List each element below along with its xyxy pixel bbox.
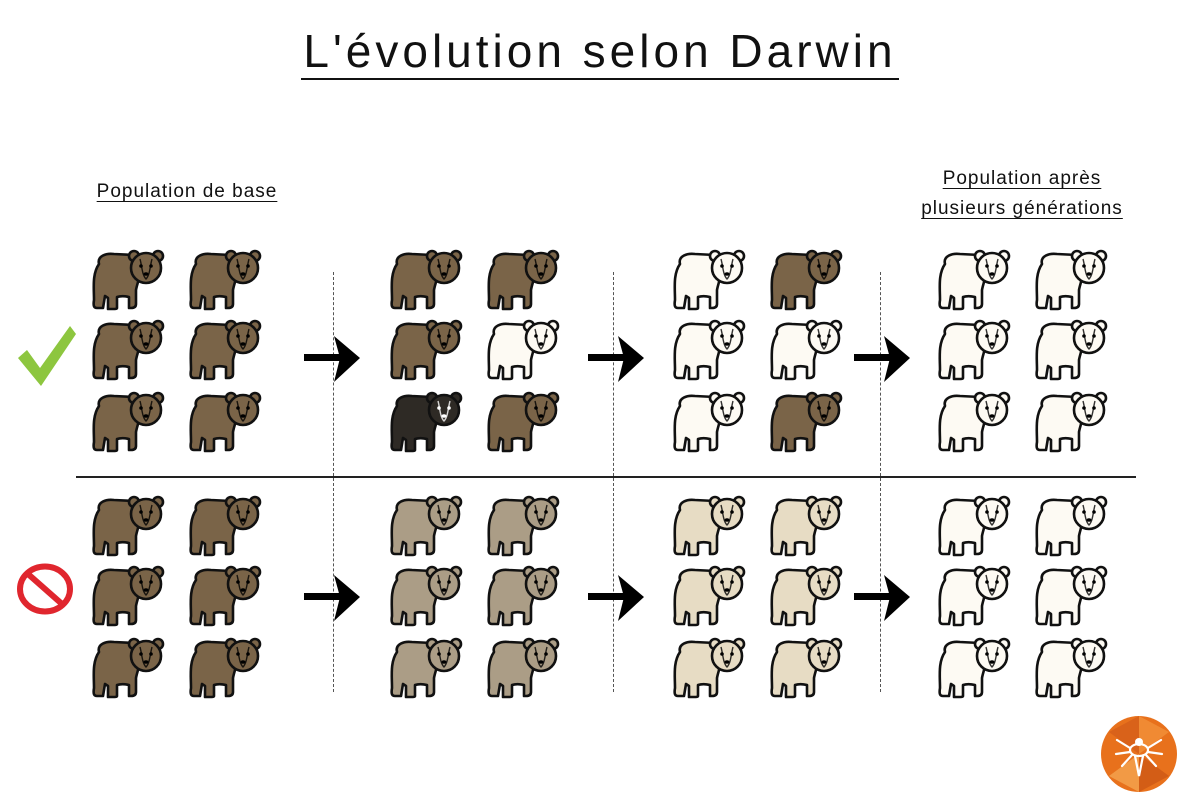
final-population-line-2: plusieurs générations (921, 198, 1123, 219)
bear-icon (90, 494, 170, 560)
bear-icon (936, 318, 1016, 384)
bear-icon (768, 390, 848, 456)
bear-icon (485, 494, 565, 560)
bear-icon (90, 564, 170, 630)
bear-icon (671, 318, 751, 384)
bear-icon (90, 390, 170, 456)
row-divider (76, 476, 1136, 478)
final-population-label: Population après plusieurs générations (880, 164, 1164, 224)
bear-icon (187, 248, 267, 314)
bear-icon (388, 318, 468, 384)
column-divider (333, 272, 334, 692)
arrow-right-icon (852, 334, 910, 384)
check-icon (18, 326, 76, 386)
bear-icon (768, 318, 848, 384)
bear-icon (671, 636, 751, 702)
bear-icon (485, 564, 565, 630)
bear-icon (768, 636, 848, 702)
bear-icon (936, 636, 1016, 702)
arrow-right-icon (586, 334, 644, 384)
bear-icon (671, 564, 751, 630)
bear-icon (671, 390, 751, 456)
bear-icon (768, 494, 848, 560)
bear-icon (187, 390, 267, 456)
bear-icon (187, 564, 267, 630)
bear-icon (388, 248, 468, 314)
bear-icon (936, 564, 1016, 630)
bear-icon (90, 636, 170, 702)
bear-icon (187, 318, 267, 384)
arrow-right-icon (302, 334, 360, 384)
bear-icon (1033, 636, 1113, 702)
arrow-right-icon (852, 573, 910, 623)
bear-icon (485, 636, 565, 702)
base-population-label: Population de base (78, 177, 296, 207)
bear-icon (485, 318, 565, 384)
bear-icon (1033, 248, 1113, 314)
column-divider (613, 272, 614, 692)
bear-icon (187, 494, 267, 560)
bear-icon (1033, 494, 1113, 560)
page-title: L'évolution selon Darwin (0, 24, 1200, 80)
bear-icon (388, 390, 468, 456)
logo-icon (1101, 716, 1177, 792)
bear-icon (936, 390, 1016, 456)
bear-icon (671, 494, 751, 560)
bear-icon (1033, 390, 1113, 456)
arrow-right-icon (586, 573, 644, 623)
bear-icon (936, 248, 1016, 314)
bear-icon (388, 564, 468, 630)
title-text: L'évolution selon Darwin (301, 25, 899, 80)
bear-icon (768, 248, 848, 314)
bear-icon (936, 494, 1016, 560)
bear-icon (1033, 318, 1113, 384)
final-population-line-1: Population après (942, 168, 1102, 189)
bear-icon (388, 494, 468, 560)
bear-icon (768, 564, 848, 630)
column-divider (880, 272, 881, 692)
bear-icon (187, 636, 267, 702)
prohibited-icon (17, 563, 73, 615)
bear-icon (485, 390, 565, 456)
bear-icon (90, 248, 170, 314)
bear-icon (671, 248, 751, 314)
base-population-text: Population de base (96, 181, 278, 202)
bear-icon (388, 636, 468, 702)
bear-icon (1033, 564, 1113, 630)
bear-icon (485, 248, 565, 314)
arrow-right-icon (302, 573, 360, 623)
bear-icon (90, 318, 170, 384)
